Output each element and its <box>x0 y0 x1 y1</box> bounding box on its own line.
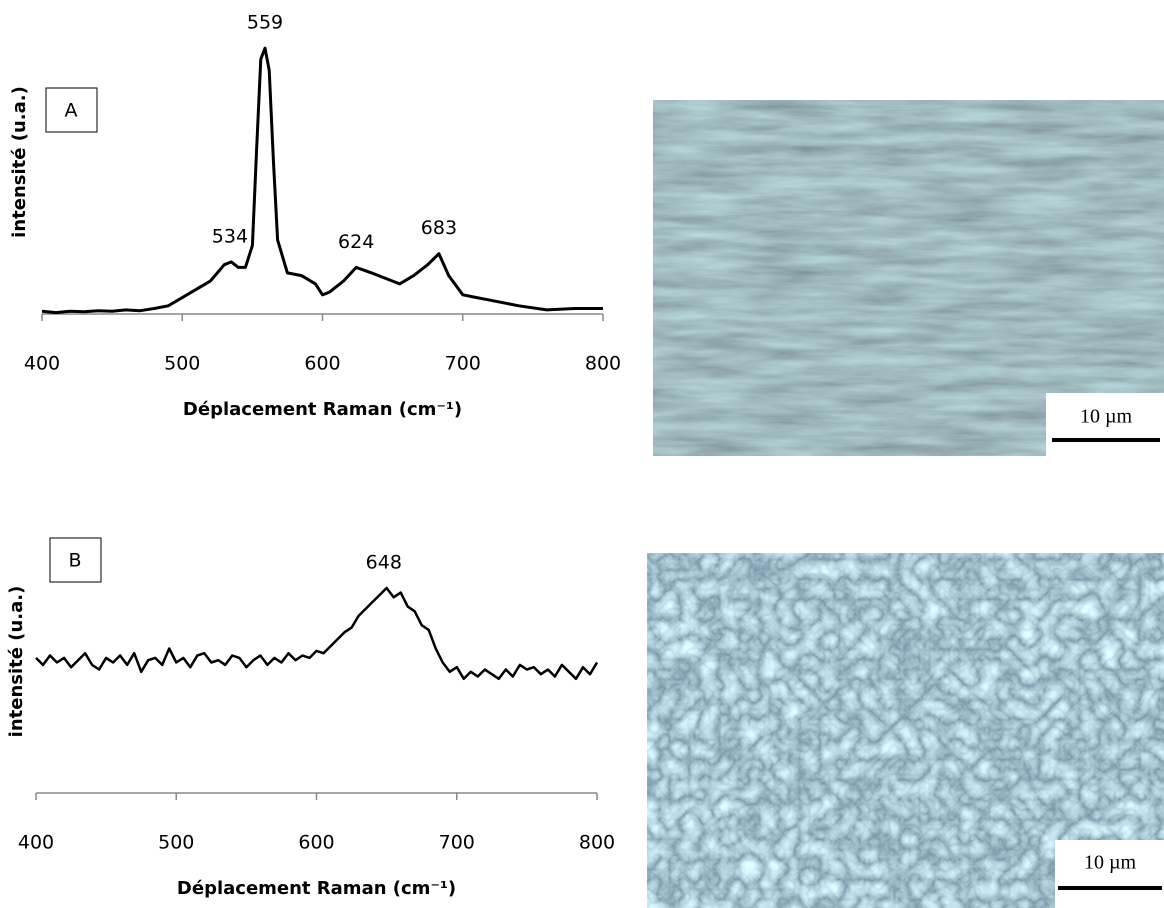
panel-box <box>45 87 98 133</box>
scale-label: 10 µm <box>1084 852 1137 874</box>
scale-box <box>1046 393 1164 456</box>
spectrum-line <box>41 46 603 315</box>
scale-label: 10 µm <box>1080 406 1133 428</box>
panel-label: A <box>65 100 78 122</box>
x-tick-label: 700 <box>439 832 475 854</box>
panel-label: B <box>68 550 81 572</box>
x-tick-label: 600 <box>298 832 334 854</box>
scale-box <box>1055 840 1164 908</box>
x-tick-label: 800 <box>579 832 615 854</box>
x-tick-label: 500 <box>164 353 200 375</box>
peak-label: 624 <box>338 231 374 253</box>
spectrum-line <box>35 586 599 681</box>
x-tick-label: 700 <box>445 353 481 375</box>
x-tick-label: 400 <box>24 353 60 375</box>
x-tick-label: 500 <box>158 832 194 854</box>
x-tick-label: 800 <box>585 353 621 375</box>
peak-label: 559 <box>247 12 283 34</box>
y-axis-label: intensité (u.a.) <box>6 586 27 738</box>
x-axis-label: Déplacement Raman (cm⁻¹) <box>177 878 456 899</box>
y-axis-label: intensité (u.a.) <box>9 86 30 238</box>
x-tick-label: 400 <box>18 832 54 854</box>
peak-label: 683 <box>421 217 457 239</box>
x-axis-label: Déplacement Raman (cm⁻¹) <box>183 399 462 420</box>
peak-label: 648 <box>366 551 402 573</box>
x-tick-label: 600 <box>304 353 340 375</box>
panel-box <box>49 537 102 583</box>
peak-label: 534 <box>212 225 248 247</box>
